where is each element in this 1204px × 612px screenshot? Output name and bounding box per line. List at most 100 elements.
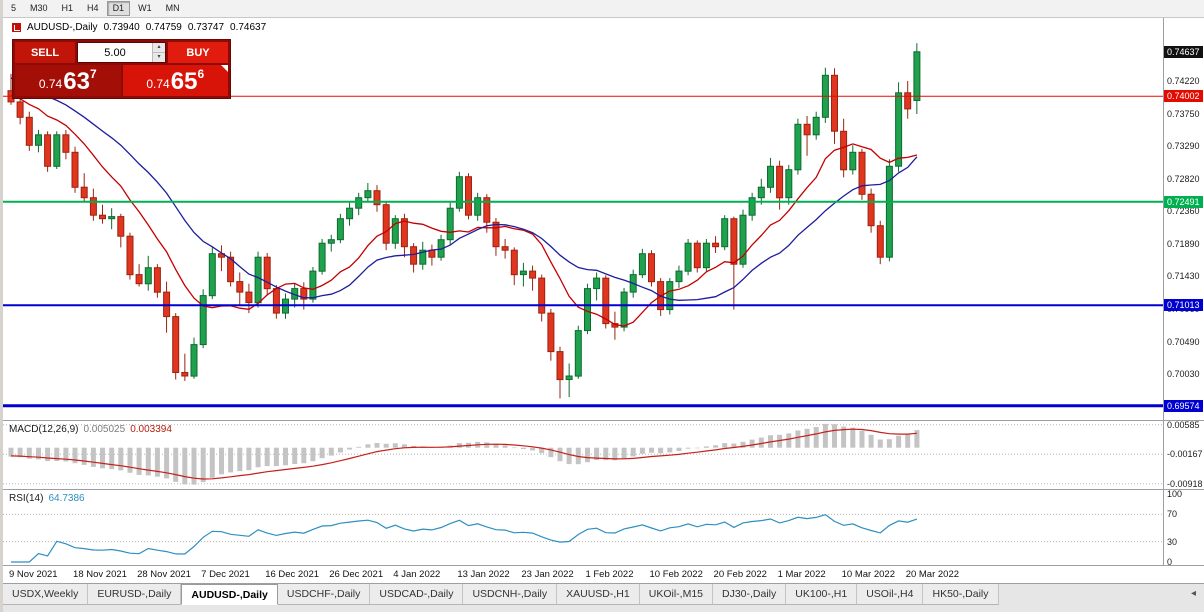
price-tick: 0.73290 <box>1167 140 1200 151</box>
chart-icon <box>12 23 21 32</box>
spin-up-icon[interactable]: ▴ <box>153 43 165 53</box>
chart-tab-usoil-h4[interactable]: USOil-,H4 <box>857 584 924 605</box>
date-label: 7 Dec 2021 <box>201 569 250 580</box>
timeframe-button-h1[interactable]: H1 <box>61 3 74 13</box>
ohlc-high: 0.74759 <box>145 22 182 33</box>
corner-notch <box>221 65 228 72</box>
price-line-badge: 0.69574 <box>1164 399 1203 412</box>
chart-tab-xauusd-h1[interactable]: XAUUSD-,H1 <box>557 584 640 605</box>
ohlc-low: 0.73747 <box>187 22 225 33</box>
price-tick: 0.74220 <box>1167 75 1200 86</box>
price-tick: 0.71890 <box>1167 238 1200 249</box>
timeframe-button-w1[interactable]: W1 <box>138 3 152 13</box>
timeframe-button-h4[interactable]: H4 <box>87 3 99 13</box>
volume-value[interactable]: 5.00 <box>104 46 126 59</box>
chart-tab-usdx-weekly[interactable]: USDX,Weekly <box>3 584 89 605</box>
price-tick: 0.72360 <box>1167 206 1200 216</box>
chart-tab-uk100-h1[interactable]: UK100-,H1 <box>786 584 858 605</box>
timeframe-button-mn[interactable]: MN <box>165 3 180 13</box>
rsi-label: RSI(14) 64.7386 <box>9 493 85 504</box>
rsi-indicator-panel: RSI(14) 64.7386 100 70 30 0 <box>3 489 1204 567</box>
date-label: 13 Jan 2022 <box>457 569 510 580</box>
chart-tab-usdchf-daily[interactable]: USDCHF-,Daily <box>277 584 371 605</box>
one-click-trade-panel: SELL 5.00 ▴ ▾ BUY 0.74 63 7 0.74 <box>12 39 231 99</box>
buy-price-pips: 65 <box>170 68 198 95</box>
macd-main-value: 0.005025 <box>83 424 126 435</box>
sell-price-box[interactable]: 0.74 63 7 <box>15 65 121 96</box>
rsi-canvas[interactable] <box>3 490 1166 565</box>
date-label: 4 Jan 2022 <box>393 569 441 580</box>
ohlc-close: 0.74637 <box>230 22 267 33</box>
price-tick: 0.70030 <box>1167 368 1200 379</box>
date-label: 10 Mar 2022 <box>841 569 895 580</box>
price-line-badge: 0.72491 <box>1164 195 1203 208</box>
current-price-badge: 0.74637 <box>1164 45 1203 58</box>
macd-axis[interactable]: 0.00585 -0.00167 -0.00918 <box>1163 419 1204 489</box>
chart-tab-hk50-daily[interactable]: HK50-,Daily <box>923 584 999 605</box>
chart-tab-audusd-daily[interactable]: AUDUSD-,Daily <box>181 584 278 605</box>
timeframe-button-d1[interactable]: D1 <box>106 1 131 16</box>
date-label: 10 Feb 2022 <box>649 569 703 580</box>
macd-tick: 0.00585 <box>1167 419 1200 430</box>
rsi-axis[interactable]: 100 70 30 0 <box>1163 489 1204 567</box>
rsi-tick: 100 <box>1167 489 1183 499</box>
tab-scroll-left-icon[interactable]: ◂ <box>1190 588 1196 599</box>
sell-price-prefix: 0.74 <box>38 77 63 91</box>
buy-price-pipette: 6 <box>197 67 205 81</box>
chart-tab-bar: USDX,Weekly EURUSD-,Daily AUDUSD-,Daily USD… <box>3 584 1204 612</box>
chart-tab-usdcad-daily[interactable]: USDCAD-,Daily <box>370 584 464 605</box>
chart-tab-usdcnh-daily[interactable]: USDCNH-,Daily <box>463 584 558 605</box>
date-label: 20 Feb 2022 <box>713 569 767 580</box>
buy-price-prefix: 0.74 <box>146 77 170 91</box>
macd-signal-value: 0.003394 <box>130 424 172 435</box>
macd-indicator-panel: MACD(12,26,9) 0.005025 0.003394 0.00585 -… <box>3 419 1204 490</box>
chart-tab-eurusd-daily[interactable]: EURUSD-,Daily <box>88 584 182 605</box>
volume-field[interactable]: 5.00 ▴ ▾ <box>77 42 166 63</box>
volume-spinner: ▴ ▾ <box>152 43 165 62</box>
chart-tab-dj30-daily[interactable]: DJ30-,Daily <box>713 584 787 605</box>
sell-button[interactable]: SELL <box>15 42 75 63</box>
date-label: 1 Feb 2022 <box>585 569 634 580</box>
buy-price-box[interactable]: 0.74 65 6 <box>122 65 228 96</box>
price-line-badge: 0.74002 <box>1164 90 1203 103</box>
chart-ohlc-header: AUDUSD-,Daily 0.73940 0.74759 0.73747 0.… <box>12 22 266 33</box>
sell-price-pips: 63 <box>63 68 90 95</box>
chart-tab-ukoil-m15[interactable]: UKOil-,M15 <box>639 584 713 605</box>
macd-tick: -0.00918 <box>1167 478 1203 489</box>
price-tick: 0.71430 <box>1167 271 1200 282</box>
ohlc-open: 0.73940 <box>103 22 140 33</box>
rsi-tick: 30 <box>1167 536 1178 547</box>
macd-title: MACD(12,26,9) <box>9 424 79 435</box>
price-line-badge: 0.71013 <box>1164 299 1203 312</box>
time-axis[interactable]: 9 Nov 2021 18 Nov 2021 28 Nov 2021 7 Dec 20… <box>3 566 1204 584</box>
rsi-tick: 0 <box>1167 557 1173 567</box>
timeframe-button-m30[interactable]: M30 <box>30 3 48 13</box>
price-tick: 0.70490 <box>1167 336 1200 347</box>
timeframe-button-5[interactable]: 5 <box>11 3 17 13</box>
rsi-tick: 70 <box>1167 509 1178 520</box>
price-tick: 0.73750 <box>1167 108 1200 119</box>
macd-canvas[interactable] <box>3 421 1166 489</box>
price-tick: 0.72820 <box>1167 173 1200 184</box>
rsi-title: RSI(14) <box>9 493 44 504</box>
date-label: 23 Jan 2022 <box>521 569 574 580</box>
timeframe-toolbar: 5 M30 H1 H4 D1 W1 MN <box>3 0 1204 18</box>
chart-symbol-label: AUDUSD-,Daily <box>27 22 98 33</box>
date-label: 28 Nov 2021 <box>137 569 191 580</box>
date-label: 9 Nov 2021 <box>9 569 58 580</box>
date-label: 18 Nov 2021 <box>73 569 127 580</box>
date-label: 1 Mar 2022 <box>777 569 826 580</box>
price-chart-canvas[interactable] <box>3 18 1166 420</box>
date-label: 20 Mar 2022 <box>905 569 960 580</box>
macd-label: MACD(12,26,9) 0.005025 0.003394 <box>9 424 172 435</box>
sell-price-pipette: 7 <box>89 67 97 81</box>
spin-down-icon[interactable]: ▾ <box>153 53 165 62</box>
price-chart-panel: AUDUSD-,Daily 0.73940 0.74759 0.73747 0.… <box>3 18 1204 421</box>
date-label: 16 Dec 2021 <box>265 569 320 580</box>
buy-button[interactable]: BUY <box>168 42 228 63</box>
price-axis[interactable]: 0.74220 0.73750 0.73290 0.72820 0.72360 0.718… <box>1163 18 1204 420</box>
date-label: 26 Dec 2021 <box>329 569 384 580</box>
rsi-value: 64.7386 <box>48 493 85 504</box>
macd-tick: -0.00167 <box>1167 449 1203 460</box>
